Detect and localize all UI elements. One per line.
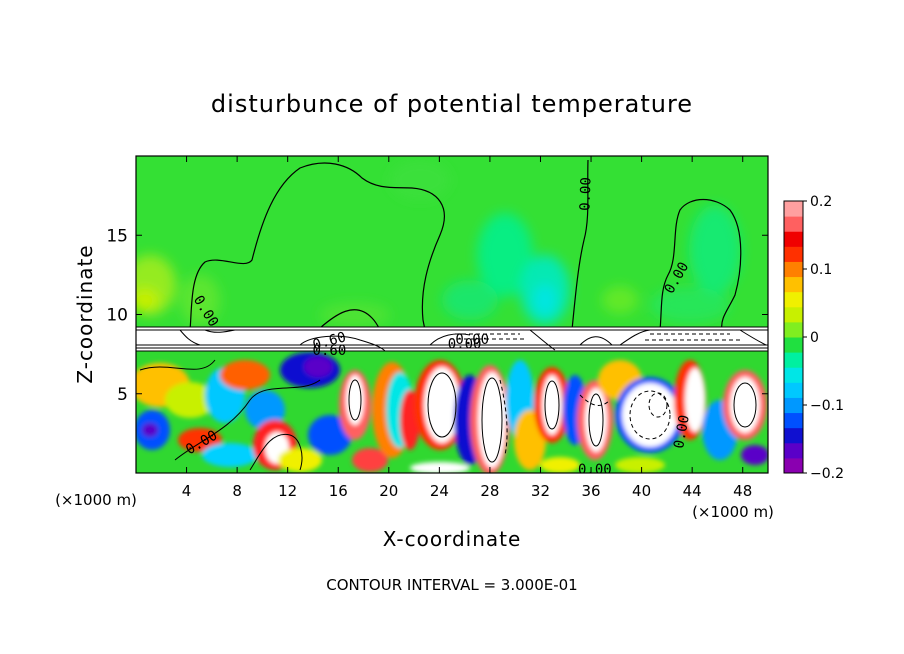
colorbar-band bbox=[784, 337, 803, 353]
x-tick-label: 28 bbox=[480, 482, 499, 500]
colorbar-band bbox=[784, 291, 803, 308]
transition-band bbox=[136, 326, 768, 352]
colorbar-band bbox=[784, 457, 803, 474]
chart-title: disturbunce of potential temperature bbox=[211, 90, 693, 118]
upper-field-shading bbox=[136, 160, 741, 327]
contour-label: 0.60 bbox=[313, 343, 347, 359]
colorbar-ticks: 0.2 0.1 0 −0.1 −0.2 bbox=[803, 194, 844, 482]
colorbar-band bbox=[784, 442, 803, 459]
x-tick-label: 40 bbox=[632, 482, 651, 500]
colorbar-band bbox=[784, 201, 803, 217]
x-tick-label: 24 bbox=[430, 482, 449, 500]
colorbar-band bbox=[784, 306, 803, 323]
y-axis: 5 10 15 bbox=[106, 226, 768, 405]
colorbar-band bbox=[784, 397, 803, 414]
lower-turbulent-field bbox=[136, 350, 768, 473]
y-tick-label: 5 bbox=[117, 385, 128, 405]
contour-label: 0.00 bbox=[671, 414, 693, 450]
contour-label: 0.00 bbox=[578, 462, 612, 478]
x-tick-label: 12 bbox=[278, 482, 297, 500]
x-tick-label: 36 bbox=[581, 482, 600, 500]
upper-contours bbox=[189, 159, 742, 331]
colorbar-tick-label: 0 bbox=[810, 330, 819, 346]
colorbar-band bbox=[784, 382, 803, 398]
y-tick-label: 15 bbox=[106, 226, 128, 246]
colorbar-tick-label: −0.2 bbox=[810, 466, 844, 482]
colorbar-band bbox=[784, 352, 803, 368]
colorbar-bands bbox=[784, 201, 803, 474]
x-axis-unit-left: (×1000 m) bbox=[55, 491, 137, 509]
colorbar-band bbox=[784, 261, 803, 278]
x-axis-unit-right: (×1000 m) bbox=[692, 503, 774, 521]
colorbar-band bbox=[784, 216, 803, 232]
y-tick-label: 10 bbox=[106, 306, 128, 326]
contour-interval-note: CONTOUR INTERVAL = 3.000E-01 bbox=[326, 576, 577, 594]
colorbar-band bbox=[784, 231, 803, 247]
x-axis-label: X-coordinate bbox=[383, 527, 522, 551]
colorbar-band bbox=[784, 412, 803, 429]
contour-label: 0.00 bbox=[577, 177, 594, 211]
x-tick-label: 16 bbox=[329, 482, 348, 500]
contour-label: 0.00 bbox=[448, 337, 482, 353]
contour-label: 0.00 bbox=[455, 332, 489, 348]
x-tick-label: 48 bbox=[733, 482, 752, 500]
colorbar-band bbox=[784, 367, 803, 383]
colorbar-band bbox=[784, 321, 803, 338]
x-tick-label: 4 bbox=[182, 482, 192, 500]
colorbar-tick-label: 0.1 bbox=[810, 262, 832, 278]
colorbar-band bbox=[784, 276, 803, 293]
y-axis-label: Z-coordinate bbox=[73, 244, 97, 383]
x-axis: 4 8 12 16 20 24 28 32 36 40 44 48 bbox=[182, 156, 752, 500]
x-tick-label: 44 bbox=[683, 482, 702, 500]
colorbar: 0.2 0.1 0 −0.1 −0.2 bbox=[783, 194, 844, 482]
colorbar-tick-label: 0.2 bbox=[810, 194, 832, 210]
colorbar-band bbox=[784, 427, 803, 444]
x-tick-label: 8 bbox=[232, 482, 242, 500]
x-tick-label: 32 bbox=[531, 482, 550, 500]
plot-area: 0.000.000.000.600.60 0.000.000.00 0.000.00 bbox=[136, 156, 768, 478]
x-tick-label: 20 bbox=[379, 482, 398, 500]
colorbar-tick-label: −0.1 bbox=[810, 398, 844, 414]
colorbar-band bbox=[784, 246, 803, 262]
